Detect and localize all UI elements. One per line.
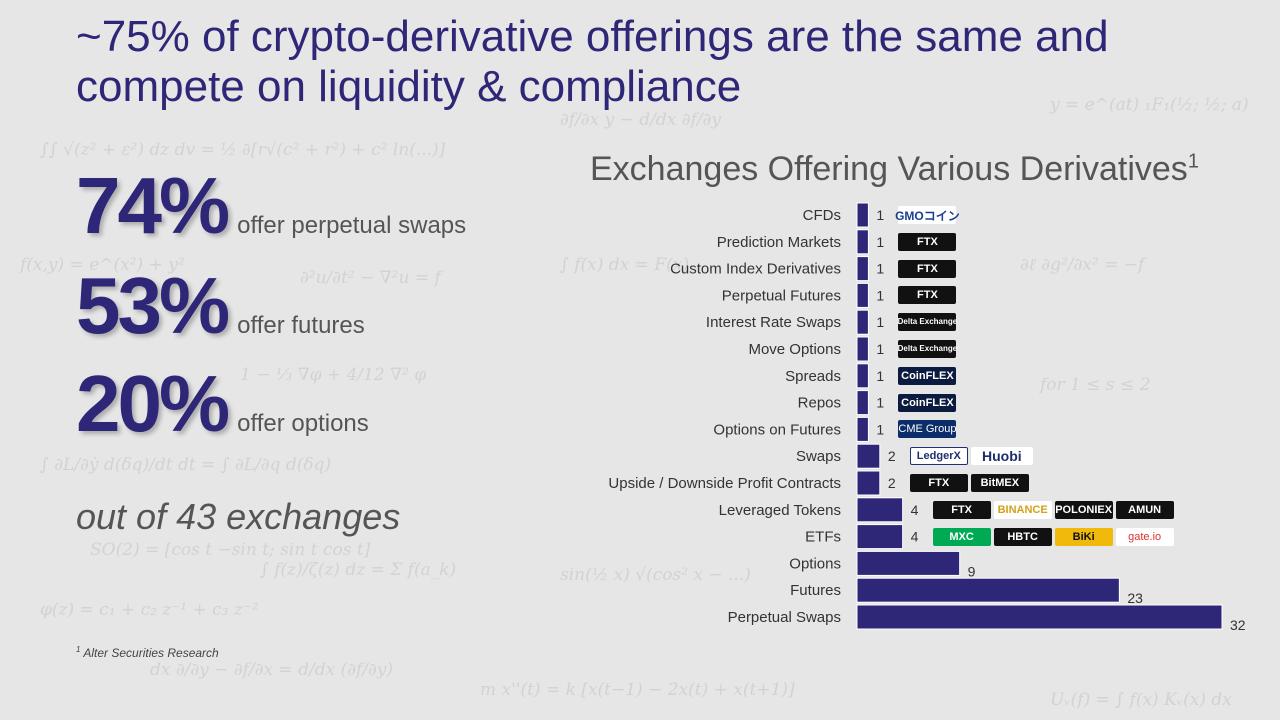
bar xyxy=(856,282,869,308)
stat-label: offer perpetual swaps xyxy=(237,212,467,239)
exchange-logo: CoinFLEX xyxy=(898,366,957,385)
category-label: CFDs xyxy=(803,207,841,224)
category-label: ETFs xyxy=(805,529,841,546)
bar xyxy=(856,604,1223,630)
value-label: 1 xyxy=(876,287,884,303)
stat-options: 20% offer options xyxy=(76,358,369,450)
bar xyxy=(856,336,869,362)
value-label: 32 xyxy=(1230,617,1246,633)
exchange-logo: AMUN xyxy=(1115,500,1174,519)
exchange-logo: CME Group xyxy=(898,420,956,439)
bar xyxy=(856,363,869,389)
exchange-logo: FTX xyxy=(932,500,991,519)
exchange-logo: CoinFLEX xyxy=(898,393,957,412)
stat-label: offer options xyxy=(237,410,369,437)
exchange-logo: MXC xyxy=(932,527,991,546)
category-label: Swaps xyxy=(796,448,841,465)
exchange-logo: Huobi xyxy=(970,447,1033,466)
value-label: 2 xyxy=(888,475,896,491)
stat-value: 53% xyxy=(76,261,230,350)
exchange-logo: FTX xyxy=(898,286,957,305)
bar xyxy=(856,309,869,335)
footnote: 1 Alter Securities Research xyxy=(76,645,219,660)
category-label: Repos xyxy=(798,395,841,412)
chart-title: Exchanges Offering Various Derivatives1 xyxy=(590,150,1199,189)
bar xyxy=(856,416,869,442)
value-label: 1 xyxy=(876,341,884,357)
bar xyxy=(856,497,904,523)
category-label: Options on Futures xyxy=(713,421,841,438)
exchange-count-note: out of 43 exchanges xyxy=(76,496,401,537)
stat-value: 74% xyxy=(76,161,230,250)
exchange-logo: POLONIEX xyxy=(1054,500,1113,519)
exchange-logo: BitMEX xyxy=(970,474,1029,492)
bar xyxy=(856,443,881,469)
value-label: 1 xyxy=(876,234,884,250)
exchange-logo: BINANCE xyxy=(993,500,1052,519)
category-label: Perpetual Futures xyxy=(722,287,841,304)
bar xyxy=(856,524,904,550)
category-label: Interest Rate Swaps xyxy=(706,314,841,331)
value-label: 1 xyxy=(876,207,884,223)
stat-value: 20% xyxy=(76,359,230,448)
value-label: 2 xyxy=(888,448,896,464)
exchange-logo: FTX xyxy=(909,474,968,492)
exchange-logo: BiKi xyxy=(1054,527,1113,546)
category-label: Move Options xyxy=(748,341,841,358)
category-label: Upside / Downside Profit Contracts xyxy=(608,475,841,492)
bar xyxy=(856,256,869,282)
footnote-text: Alter Securities Research xyxy=(83,646,219,660)
exchange-logo: gate.io xyxy=(1115,527,1174,546)
category-label: Perpetual Swaps xyxy=(728,609,841,626)
value-label: 4 xyxy=(911,502,919,518)
exchange-logo: Delta Exchange xyxy=(898,340,957,358)
bar xyxy=(856,577,1120,603)
value-label: 1 xyxy=(876,314,884,330)
category-label: Futures xyxy=(790,582,841,599)
chart-title-text: Exchanges Offering Various Derivatives xyxy=(590,150,1188,188)
value-label: 1 xyxy=(876,368,884,384)
bar xyxy=(856,202,869,228)
category-label: Prediction Markets xyxy=(717,234,841,251)
category-label: Options xyxy=(789,555,841,572)
footnote-marker: 1 xyxy=(76,645,81,654)
value-label: 1 xyxy=(876,421,884,437)
value-label: 9 xyxy=(968,563,976,579)
value-label: 1 xyxy=(876,261,884,277)
exchange-logo: FTX xyxy=(898,232,957,251)
exchange-logo: GMOコイン xyxy=(895,206,960,224)
value-label: 4 xyxy=(911,529,919,545)
bar xyxy=(856,470,881,496)
exchange-logo: HBTC xyxy=(993,527,1052,546)
bar xyxy=(856,550,961,576)
slide-title: ~75% of crypto-derivative offerings are … xyxy=(76,12,1109,111)
category-label: Spreads xyxy=(785,368,841,385)
value-label: 1 xyxy=(876,395,884,411)
category-label: Custom Index Derivatives xyxy=(670,261,841,278)
stat-futures: 53% offer futures xyxy=(76,260,365,352)
exchange-logo: LedgerX xyxy=(909,447,968,466)
category-label: Leveraged Tokens xyxy=(719,502,841,519)
chart-title-superscript: 1 xyxy=(1187,150,1199,173)
stat-perpetual-swaps: 74% offer perpetual swaps xyxy=(76,160,466,252)
stat-label: offer futures xyxy=(237,312,365,339)
exchange-logo: FTX xyxy=(898,259,957,278)
bar xyxy=(856,229,869,255)
bar xyxy=(856,390,869,416)
value-label: 23 xyxy=(1127,590,1143,606)
exchange-logo: Delta Exchange xyxy=(898,313,957,332)
